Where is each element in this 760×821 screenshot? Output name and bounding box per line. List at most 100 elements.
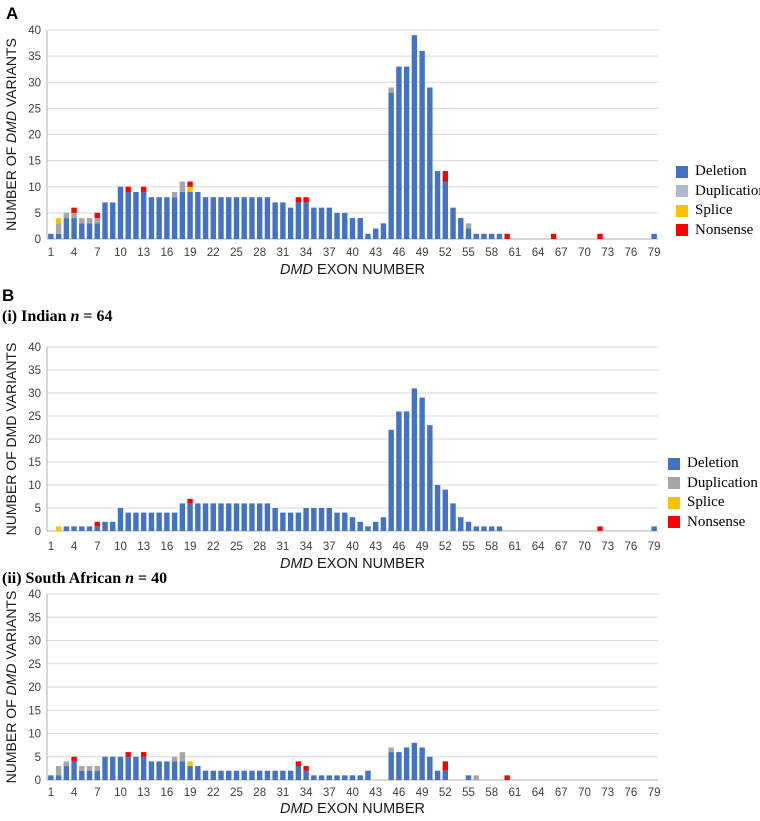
x-tick-label-55: 55 [462, 787, 475, 799]
bar-a-exon54-deletion [458, 218, 464, 239]
bar-b2-exon7-duplication [94, 766, 100, 771]
bar-a-exon31-deletion [280, 202, 286, 239]
bar-b1-exon3-deletion [63, 526, 70, 531]
bar-b2-exon14-deletion [148, 761, 155, 780]
y-tick-label-0: 0 [35, 775, 41, 787]
bar-a-exon45-duplication [388, 87, 394, 93]
bar-b1-exon42-deletion [365, 526, 371, 531]
bar-b2-exon42-deletion [365, 770, 371, 780]
bar-b1-exon40-deletion [349, 517, 356, 531]
x-tick-label-16: 16 [161, 247, 174, 259]
bar-b2-exon5-duplication [79, 766, 85, 771]
x-tick-label-55: 55 [462, 247, 475, 259]
bar-a-exon41-deletion [357, 218, 363, 239]
bar-b2-exon28-deletion [256, 770, 263, 780]
y-tick-label-0: 0 [35, 234, 41, 246]
y-tick-label-25: 25 [28, 411, 41, 423]
y-tick-label-15: 15 [28, 457, 41, 469]
bar-a-exon33-deletion [295, 202, 302, 239]
legend-label-duplication: Duplication [695, 182, 760, 199]
bar-b2-exon33-deletion [295, 766, 302, 780]
y-tick-label-5: 5 [35, 752, 41, 764]
legend-item-splice: Splice [668, 493, 758, 513]
y-tick-label-25: 25 [28, 103, 41, 115]
x-tick-label-40: 40 [346, 247, 359, 259]
y-tick-label-40: 40 [28, 589, 41, 601]
bar-b2-exon50-deletion [427, 756, 433, 780]
bar-b2-exon46-deletion [396, 752, 402, 780]
bar-b1-exon22-deletion [210, 503, 216, 531]
x-tick-label-25: 25 [230, 787, 243, 799]
bar-a-exon52-nonsense [442, 171, 449, 182]
bar-b1-exon7-deletion [94, 526, 100, 531]
x-tick-label-13: 13 [137, 787, 150, 799]
bar-a-exon3-deletion [63, 218, 70, 239]
bar-b1-exon49-deletion [419, 397, 425, 531]
bar-a-exon48-deletion [411, 35, 418, 240]
bar-b2-exon11-nonsense [125, 752, 131, 757]
bar-b1-exon19-nonsense [187, 498, 193, 504]
bar-a-exon28-deletion [256, 197, 263, 239]
bar-b2-exon10-deletion [117, 756, 124, 780]
bar-b2-exon4-deletion [71, 761, 77, 780]
x-tick-label-49: 49 [416, 247, 429, 259]
bar-b2-exon2-duplication [55, 766, 62, 776]
bar-a-exon2-duplication [55, 223, 62, 234]
bar-b1-exon52-deletion [442, 489, 449, 531]
x-tick-label-64: 64 [532, 247, 545, 259]
x-tick-label-40: 40 [346, 787, 359, 799]
bar-a-exon8-deletion [102, 202, 108, 239]
bar-a-exon21-deletion [202, 197, 209, 239]
x-tick-label-34: 34 [300, 787, 313, 799]
panel-b-label: B [2, 286, 15, 305]
bar-b1-exon20-deletion [195, 503, 201, 531]
bar-a-exon4-duplication [71, 212, 77, 219]
bar-b2-exon9-deletion [110, 756, 116, 780]
bar-b1-exon7-nonsense [94, 521, 100, 527]
subpanel-b1-heading-pre: (i) Indian [2, 308, 71, 325]
y-tick-label-35: 35 [28, 51, 41, 63]
bar-a-exon10-deletion [117, 186, 124, 239]
bar-b2-exon45-duplication [388, 747, 394, 753]
bar-b2-exon55-deletion [465, 775, 472, 780]
bar-b2-exon30-deletion [272, 770, 278, 780]
bar-b1-exon56-deletion [473, 526, 479, 531]
bar-b2-exon11-deletion [125, 756, 131, 780]
chart-b2-south-african: 0 5 10 15 20 25 30 35 40 1 4 7 10 13 16 19 22 25 28 31 34 37 4… [3, 589, 660, 817]
x-tick-label-52: 52 [439, 541, 452, 553]
bar-a-exon16-deletion [164, 197, 170, 239]
bar-b1-exon9-deletion [110, 521, 116, 531]
x-tick-label-64: 64 [532, 541, 545, 553]
x-tick-label-64: 64 [532, 787, 545, 799]
bar-b2-exon32-deletion [287, 770, 294, 780]
x-tick-label-34: 34 [300, 541, 313, 553]
legend-item-splice: Splice [676, 201, 760, 221]
bar-b1-exon53-deletion [450, 503, 456, 531]
bar-b1-exon79-deletion [651, 526, 657, 531]
x-tick-label-58: 58 [485, 541, 498, 553]
legend-item-nonsense: Nonsense [676, 221, 760, 241]
bar-a-exon6-duplication [86, 218, 93, 224]
bar-a-exon12-deletion [133, 191, 139, 239]
bar-b1-exon48-deletion [411, 388, 418, 531]
x-tick-label-28: 28 [253, 247, 266, 259]
bar-a-exon18-duplication [179, 181, 186, 192]
x-tick-label-13: 13 [137, 541, 150, 553]
x-tick-label-7: 7 [94, 787, 100, 799]
x-tick-label-70: 70 [578, 787, 591, 799]
bar-b1-exon41-deletion [357, 521, 363, 531]
y-tick-label-25: 25 [28, 659, 41, 671]
bar-b1-exon25-deletion [233, 503, 240, 531]
x-tick-label-4: 4 [71, 541, 78, 553]
bar-b2-exon27-deletion [249, 770, 255, 780]
x-tick-label-7: 7 [94, 247, 100, 259]
bar-b1-exon28-deletion [256, 503, 263, 531]
legend-label-splice: Splice [687, 494, 725, 510]
y-tick-label-10: 10 [28, 729, 41, 741]
bar-b1-exon39-deletion [342, 512, 348, 531]
bar-b2-exon15-deletion [156, 761, 162, 780]
bar-a-exon36-deletion [318, 207, 325, 239]
y-tick-label-30: 30 [28, 636, 41, 648]
bar-a-exon25-deletion [233, 197, 240, 239]
